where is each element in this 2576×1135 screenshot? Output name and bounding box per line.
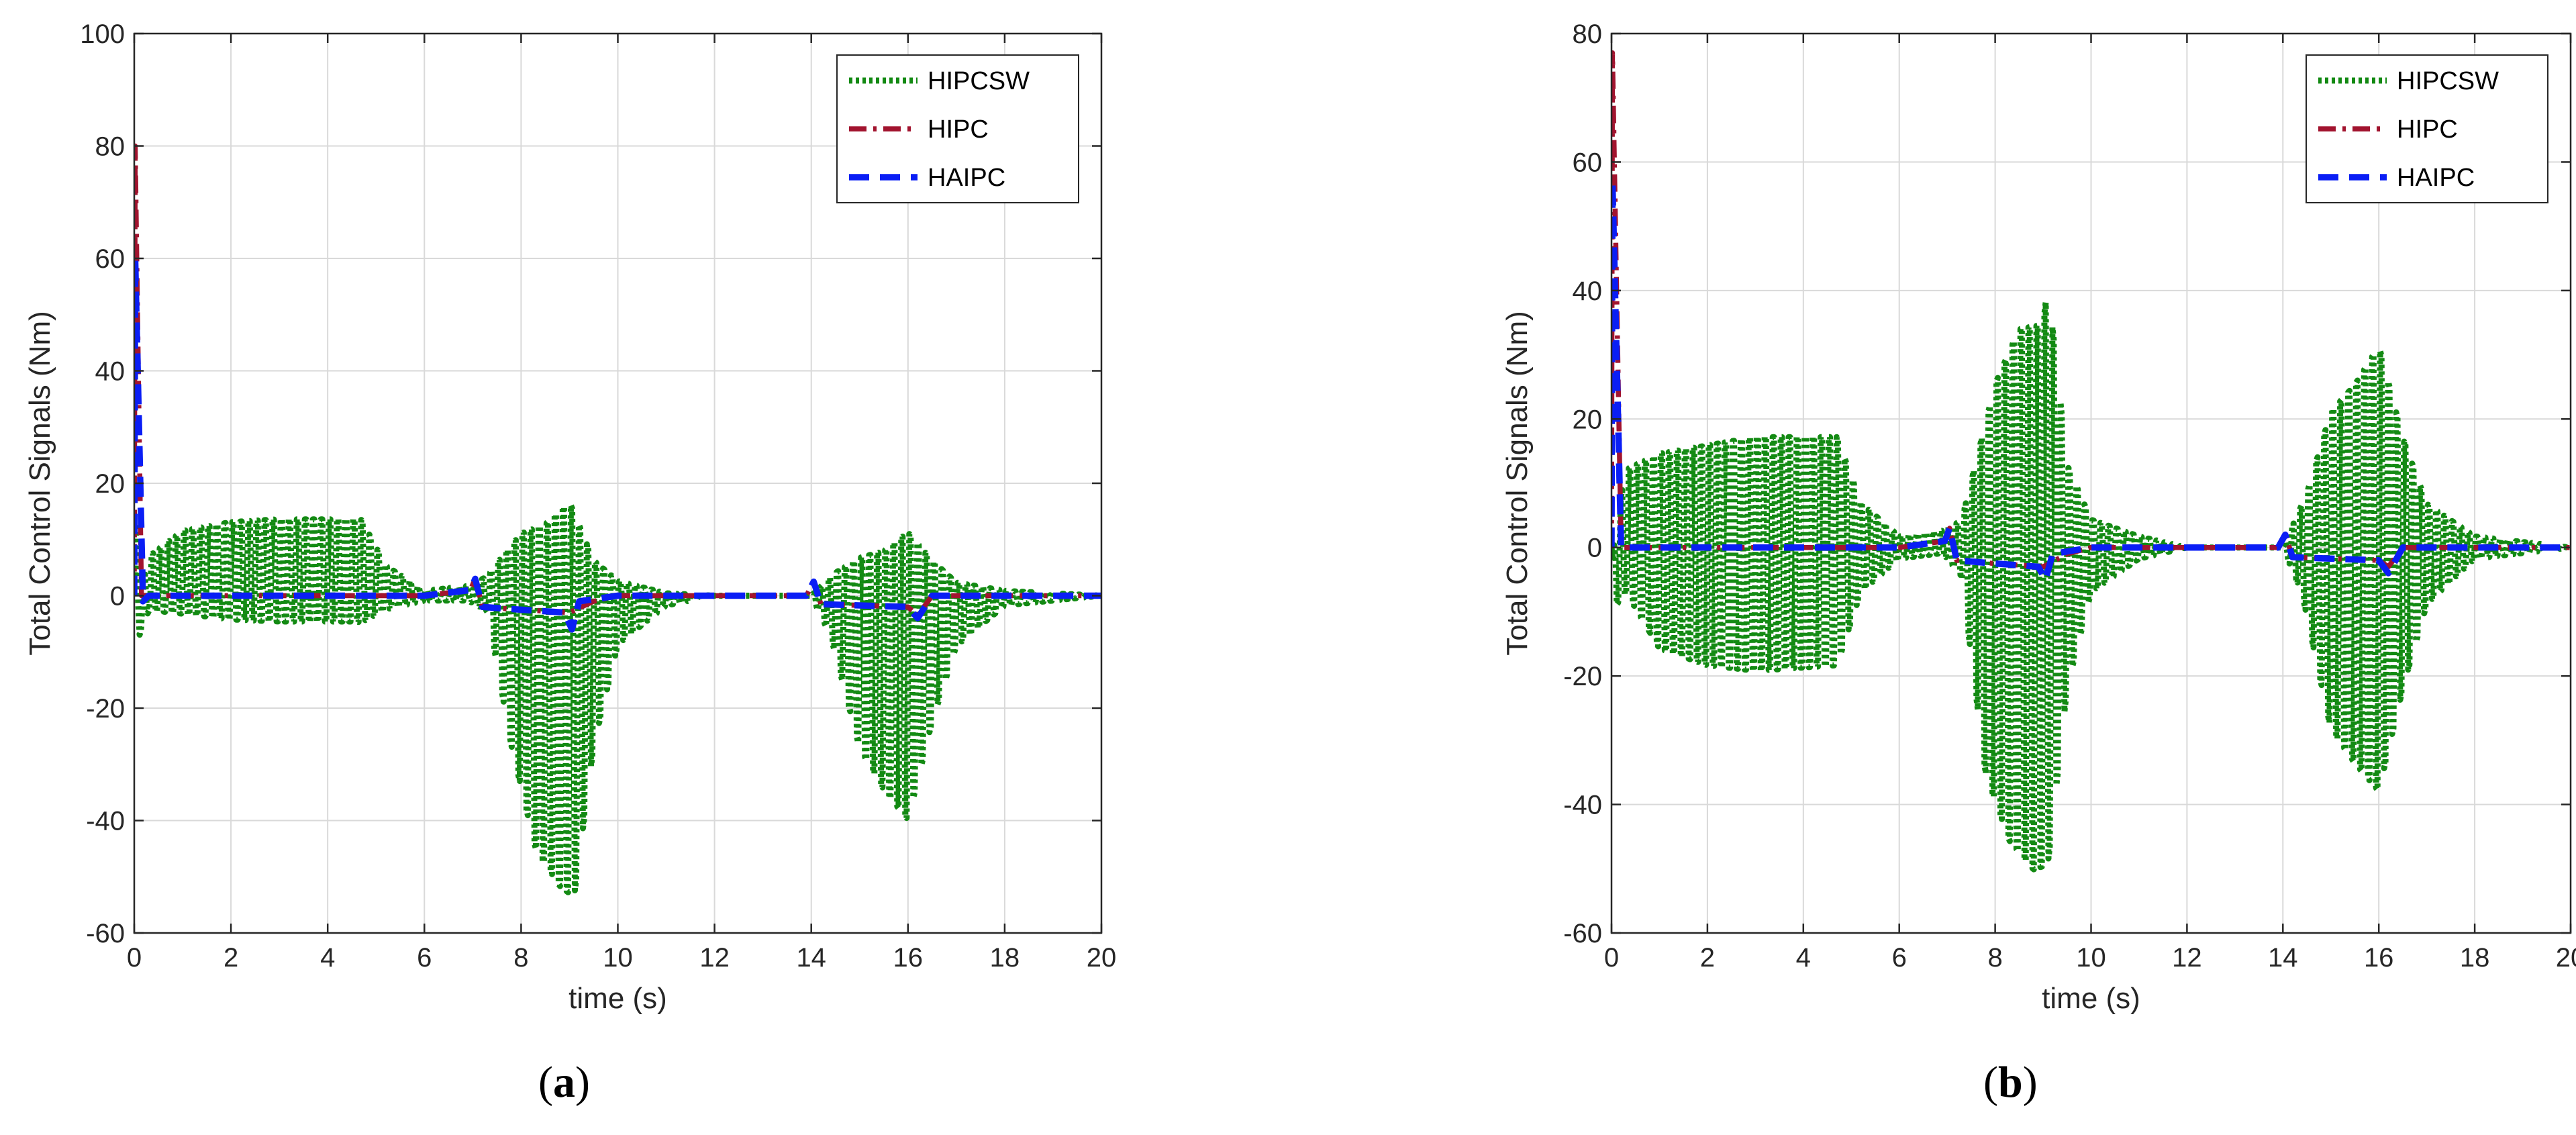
panel-b-legend-label-haipc: HAIPC: [2397, 164, 2475, 192]
panel-a-series-group: [134, 143, 1101, 895]
panel-a-x-tick-label: 2: [224, 943, 238, 973]
panel-b-x-tick-label: 12: [2172, 943, 2202, 973]
panel-b-series-haipc: [1612, 178, 2571, 583]
panel-b-x-tick-label: 8: [1987, 943, 2002, 973]
panel-b-x-tick-label: 14: [2268, 943, 2298, 973]
panel-a-legend-label-hipcsw: HIPCSW: [928, 67, 1030, 95]
panel-a-y-tick-label: 80: [95, 132, 126, 162]
panel-a-y-tick-label: -20: [86, 694, 125, 724]
panel-a-x-tick-label: 8: [513, 943, 528, 973]
panel-a-x-tick-label: 14: [796, 943, 826, 973]
panel-b-y-axis-label: Total Control Signals (Nm): [1501, 311, 1534, 656]
panel-a-y-tick-label: -40: [86, 807, 125, 836]
panel-a-x-tick-label: 0: [127, 943, 142, 973]
panel-b-y-tick-label: -60: [1563, 919, 1602, 948]
panel-a-x-tick-label: 18: [990, 943, 1020, 973]
panel-a-x-tick-label: 20: [1087, 943, 1117, 973]
panel-a-legend-label-haipc: HAIPC: [928, 164, 1005, 192]
panel-b-x-tick-label: 4: [1796, 943, 1811, 973]
caption-b-letter: b: [1997, 1058, 2023, 1107]
panel-a-x-tick-label: 12: [699, 943, 730, 973]
panel-b-y-tick-label: -40: [1563, 791, 1602, 820]
panel-b-y-tick-label: 20: [1573, 405, 1603, 434]
panel-b-y-tick-label: 0: [1587, 534, 1602, 563]
panel-b-series-group: [1612, 50, 2571, 873]
panel-a-legend-label-hipc: HIPC: [928, 115, 989, 144]
panel-a-x-axis-label: time (s): [568, 982, 667, 1015]
panel-b-y-tick-label: 40: [1573, 277, 1603, 306]
panel-b-y-tick-label: -20: [1563, 662, 1602, 691]
panel-b-x-tick-label: 18: [2460, 943, 2490, 973]
panel-b-x-tick-label: 10: [2076, 943, 2106, 973]
panel-b-x-tick-label: 6: [1892, 943, 1907, 973]
panel-b-series-hipc: [1612, 50, 2571, 570]
panel-a-x-tick-label: 16: [893, 943, 924, 973]
caption-a: (a): [538, 1058, 590, 1107]
panel-a-y-tick-label: 100: [80, 19, 125, 49]
panel-a-y-axis-label: Total Control Signals (Nm): [23, 311, 56, 656]
panel-a-y-tick-label: 20: [95, 469, 126, 499]
panel-b-x-tick-label: 16: [2364, 943, 2394, 973]
panel-b-legend: HIPCSW HIPC HAIPC: [2306, 54, 2548, 203]
panel-b-x-axis-label: time (s): [2042, 982, 2140, 1015]
chart-panel-a: 0 2 4 6 8 10 12 14 16 18 20 -60 -40 -20 0 20 40 60 80 100 ti…: [23, 19, 1116, 1015]
chart-panel-b: 0 2 4 6 8 10 12 14 16 18 20 -60 -40 -20 0 20 40 60 80 time …: [1501, 19, 2576, 1015]
panel-a-y-tick-label: 40: [95, 357, 126, 387]
panel-a-series-haipc: [134, 255, 1101, 633]
panel-b-x-tick-label: 0: [1604, 943, 1619, 973]
panel-a-x-tick-label: 4: [320, 943, 335, 973]
panel-a-y-tick-label: -60: [86, 919, 125, 948]
panel-b-y-tick-label: 80: [1573, 19, 1603, 49]
panel-a-x-tick-label: 6: [417, 943, 432, 973]
panel-b-x-tick-label: 20: [2556, 943, 2576, 973]
panel-b-legend-label-hipcsw: HIPCSW: [2397, 67, 2499, 95]
panel-a-y-tick-label: 0: [110, 582, 125, 611]
panel-a-legend: HIPCSW HIPC HAIPC: [836, 54, 1079, 203]
caption-b: (b): [1983, 1058, 2038, 1107]
caption-a-letter: a: [552, 1058, 575, 1107]
panel-b-y-tick-label: 60: [1573, 148, 1603, 177]
panel-b-x-tick-label: 2: [1700, 943, 1715, 973]
panel-a-y-tick-label: 60: [95, 244, 126, 274]
panel-a-x-tick-label: 10: [603, 943, 633, 973]
panel-b-legend-label-hipc: HIPC: [2397, 115, 2458, 144]
